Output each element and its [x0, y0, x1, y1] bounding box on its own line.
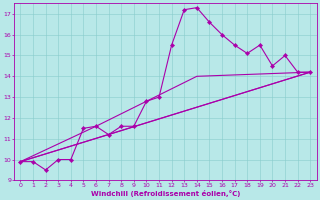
X-axis label: Windchill (Refroidissement éolien,°C): Windchill (Refroidissement éolien,°C): [91, 190, 240, 197]
